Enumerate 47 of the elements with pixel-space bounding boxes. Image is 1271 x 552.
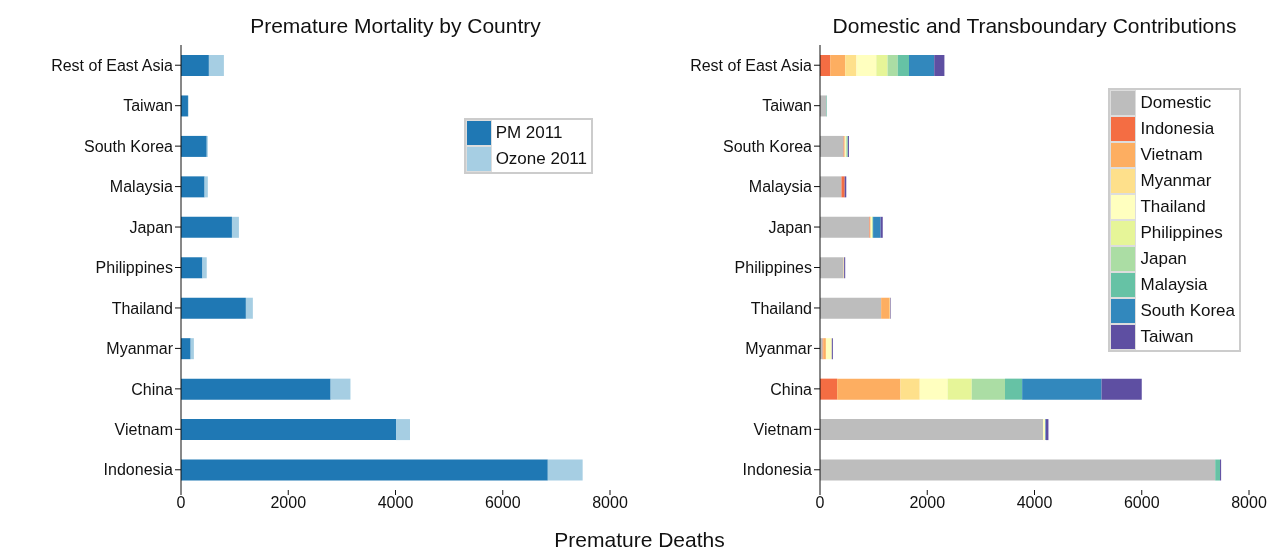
legend-label: Vietnam: [1140, 145, 1203, 165]
y-tick-label: Japan: [768, 218, 812, 236]
y-tick-label: Rest of East Asia: [690, 56, 813, 74]
legend-label: Myanmar: [1140, 171, 1212, 191]
y-tick-label: China: [131, 380, 174, 398]
x-tick-label: 4000: [1016, 494, 1053, 512]
legend-label: Ozone 2011: [495, 149, 587, 169]
x-tick-label: 4000: [377, 494, 414, 512]
legend-label: Thailand: [1140, 197, 1206, 217]
legend-label: Taiwan: [1140, 327, 1194, 347]
legend-label: Domestic: [1140, 93, 1212, 113]
x-tick-label: 6000: [1123, 494, 1160, 512]
y-tick-label: Rest of East Asia: [51, 56, 174, 74]
x-tick-label: 8000: [1231, 494, 1267, 512]
legend-label: Japan: [1140, 249, 1187, 269]
y-tick-label: Malaysia: [748, 178, 813, 196]
y-tick-label: Thailand: [750, 299, 812, 317]
x-tick-label: 8000: [592, 494, 628, 512]
y-tick-label: South Korea: [84, 137, 174, 155]
legend-label: Philippines: [1140, 223, 1223, 243]
legend-label: South Korea: [1140, 301, 1235, 321]
y-tick-label: Taiwan: [123, 97, 173, 115]
y-tick-label: Myanmar: [106, 340, 174, 358]
legend-label: Indonesia: [1140, 119, 1215, 139]
chart-title: Premature Mortality by Country: [249, 14, 542, 38]
chart-title: Domestic and Transboundary Contributions: [831, 14, 1238, 38]
x-tick-label: 2000: [270, 494, 307, 512]
y-tick-label: Vietnam: [114, 421, 173, 438]
y-tick-label: Malaysia: [109, 178, 174, 196]
y-tick-label: Indonesia: [103, 461, 174, 479]
x-tick-label: 0: [815, 494, 825, 512]
y-tick-label: Philippines: [95, 259, 173, 277]
x-axis-title: Premature Deaths: [553, 528, 726, 552]
y-tick-label: Indonesia: [742, 461, 813, 479]
y-tick-label: Japan: [129, 218, 173, 236]
y-tick-label: South Korea: [723, 137, 813, 155]
x-tick-label: 2000: [909, 494, 946, 512]
legend-label: PM 2011: [495, 123, 563, 143]
y-tick-label: Thailand: [111, 299, 173, 317]
x-tick-label: 0: [176, 494, 186, 512]
y-tick-label: Myanmar: [745, 340, 813, 358]
x-tick-label: 6000: [484, 494, 521, 512]
legend-label: Malaysia: [1140, 275, 1208, 295]
y-tick-label: Philippines: [734, 259, 812, 277]
y-tick-label: Taiwan: [762, 97, 812, 115]
y-tick-label: China: [770, 380, 813, 398]
y-tick-label: Vietnam: [753, 421, 812, 438]
